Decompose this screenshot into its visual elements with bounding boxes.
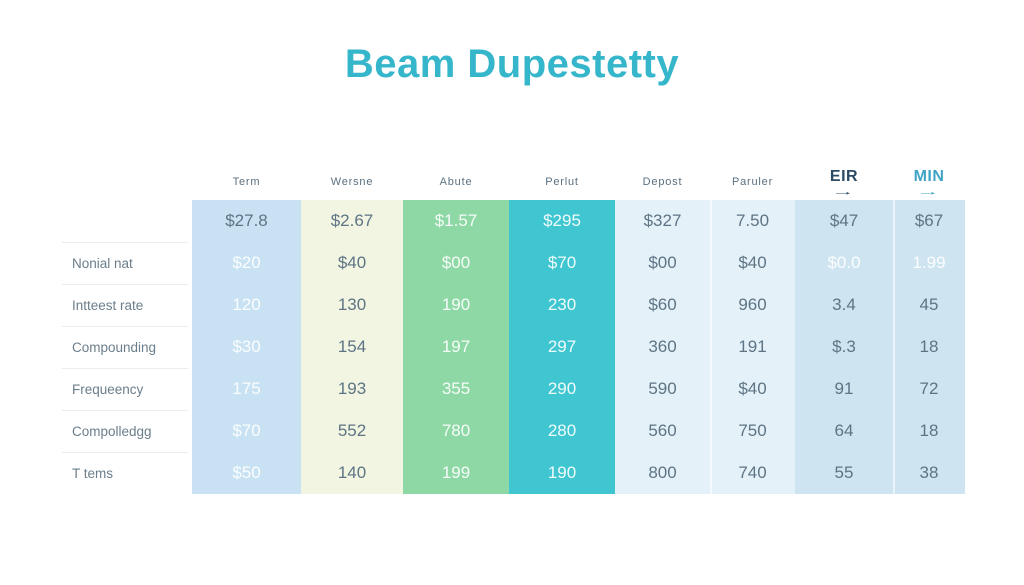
table-cell: 38	[893, 452, 965, 494]
table-cell: 355	[403, 368, 509, 410]
table-cell: 590	[615, 368, 710, 410]
row-label	[0, 200, 192, 242]
row-label: Frequeency	[0, 368, 192, 410]
table-cell: 154	[301, 326, 403, 368]
row-label: Intteest rate	[0, 284, 192, 326]
table-cell: $60	[615, 284, 710, 326]
col-header-min: MIN →	[893, 164, 965, 200]
table-cell: 740	[710, 452, 795, 494]
col-header-label: EIR	[829, 168, 859, 185]
table-cell: $2.67	[301, 200, 403, 242]
table-cell: $40	[710, 242, 795, 284]
data-table: Term Wersne Abute Perlut Depost Paruler EIR → MI…	[0, 164, 965, 494]
table-cell: $327	[615, 200, 710, 242]
table-cell: 175	[192, 368, 301, 410]
table-cell: $30	[192, 326, 301, 368]
table-cell: 55	[795, 452, 893, 494]
table-cell: 290	[509, 368, 615, 410]
col-header-eir: EIR →	[795, 164, 893, 200]
table-cell: 552	[301, 410, 403, 452]
table-cell: $1.57	[403, 200, 509, 242]
table-cell: $50	[192, 452, 301, 494]
table-cell: 360	[615, 326, 710, 368]
table-cell: 64	[795, 410, 893, 452]
table-cell: 750	[710, 410, 795, 452]
table-cell: 780	[403, 410, 509, 452]
table-cell: 197	[403, 326, 509, 368]
col-header-label: Depost	[642, 176, 683, 188]
table-cell: 199	[403, 452, 509, 494]
col-header-label: Abute	[439, 176, 473, 188]
table-cell: 280	[509, 410, 615, 452]
table-cell: 45	[893, 284, 965, 326]
col-header-depost: Depost	[615, 164, 710, 200]
table-cell: $67	[893, 200, 965, 242]
table-cell: $20	[192, 242, 301, 284]
table-cell: 193	[301, 368, 403, 410]
table-cell: $00	[615, 242, 710, 284]
col-header-abute: Abute	[403, 164, 509, 200]
row-label: Compolledgg	[0, 410, 192, 452]
table-cell: $0.0	[795, 242, 893, 284]
table-corner	[0, 164, 192, 200]
table-cell: 130	[301, 284, 403, 326]
table-cell: 960	[710, 284, 795, 326]
col-header-wersne: Wersne	[301, 164, 403, 200]
table-cell: 800	[615, 452, 710, 494]
table-cell: 230	[509, 284, 615, 326]
table-cell: 190	[403, 284, 509, 326]
table-cell: $295	[509, 200, 615, 242]
right-arrow-icon: →	[916, 186, 942, 198]
table-cell: 297	[509, 326, 615, 368]
table-cell: $40	[301, 242, 403, 284]
col-header-label: Perlut	[545, 176, 579, 188]
row-label: T tems	[0, 452, 192, 494]
table-cell: 18	[893, 326, 965, 368]
table-cell: 191	[710, 326, 795, 368]
table-cell: $70	[192, 410, 301, 452]
col-header-label: MIN	[913, 168, 945, 185]
col-header-label: Term	[232, 176, 261, 188]
table-cell: $47	[795, 200, 893, 242]
col-header-paruler: Paruler	[710, 164, 795, 200]
table-cell: $27.8	[192, 200, 301, 242]
table-cell: 190	[509, 452, 615, 494]
table-cell: 72	[893, 368, 965, 410]
table-cell: 1.99	[893, 242, 965, 284]
table-cell: $70	[509, 242, 615, 284]
table-cell: 140	[301, 452, 403, 494]
col-header-perlut: Perlut	[509, 164, 615, 200]
col-header-label: Wersne	[330, 176, 374, 188]
table-cell: 120	[192, 284, 301, 326]
table-cell: $00	[403, 242, 509, 284]
table-cell: $.3	[795, 326, 893, 368]
table-cell: 560	[615, 410, 710, 452]
row-label: Compounding	[0, 326, 192, 368]
col-header-label: Paruler	[731, 176, 774, 188]
row-label: Nonial nat	[0, 242, 192, 284]
col-header-term: Term	[192, 164, 301, 200]
page-title: Beam Dupestetty	[344, 42, 680, 86]
table-cell: 3.4	[795, 284, 893, 326]
table-cell: $40	[710, 368, 795, 410]
table-cell: 7.50	[710, 200, 795, 242]
right-arrow-icon: →	[831, 186, 857, 198]
table-cell: 91	[795, 368, 893, 410]
table-cell: 18	[893, 410, 965, 452]
